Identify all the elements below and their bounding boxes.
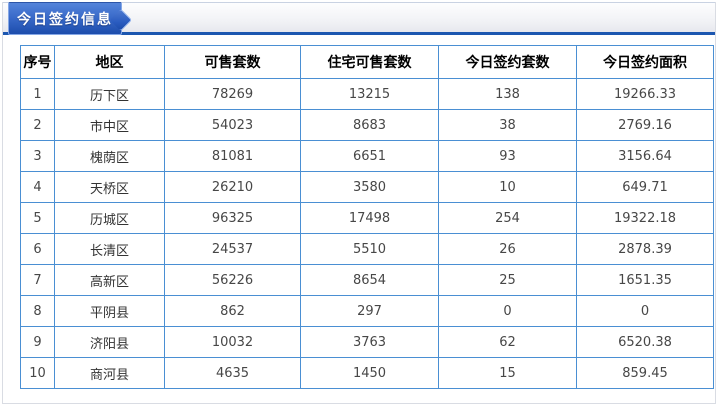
table-row: 9 济阳县 10032 3763 62 6520.38 bbox=[20, 326, 714, 358]
cell-district: 市中区 bbox=[54, 109, 165, 141]
cell-district: 长清区 bbox=[54, 233, 165, 265]
cell-residential-sellable-units: 8654 bbox=[300, 264, 439, 296]
cell-district: 天桥区 bbox=[54, 171, 165, 203]
cell-residential-sellable-units: 3580 bbox=[300, 171, 439, 203]
cell-today-signed-area: 1651.35 bbox=[576, 264, 714, 296]
cell-sellable-units: 56226 bbox=[164, 264, 301, 296]
cell-index: 5 bbox=[20, 202, 55, 234]
header-row: 序号 地区 可售套数 住宅可售套数 今日签约套数 今日签约面积 bbox=[20, 45, 714, 79]
cell-today-signed-units: 25 bbox=[438, 264, 577, 296]
cell-sellable-units: 78269 bbox=[164, 78, 301, 110]
cell-sellable-units: 26210 bbox=[164, 171, 301, 203]
cell-sellable-units: 81081 bbox=[164, 140, 301, 172]
cell-today-signed-units: 15 bbox=[438, 357, 577, 389]
cell-district: 高新区 bbox=[54, 264, 165, 296]
cell-district: 历下区 bbox=[54, 78, 165, 110]
cell-residential-sellable-units: 13215 bbox=[300, 78, 439, 110]
cell-index: 10 bbox=[20, 357, 55, 389]
cell-index: 9 bbox=[20, 326, 55, 358]
cell-sellable-units: 4635 bbox=[164, 357, 301, 389]
cell-today-signed-units: 138 bbox=[438, 78, 577, 110]
column-header-index: 序号 bbox=[20, 45, 55, 79]
table-row: 2 市中区 54023 8683 38 2769.16 bbox=[20, 109, 714, 141]
cell-district: 商河县 bbox=[54, 357, 165, 389]
cell-today-signed-units: 93 bbox=[438, 140, 577, 172]
cell-sellable-units: 96325 bbox=[164, 202, 301, 234]
cell-index: 2 bbox=[20, 109, 55, 141]
cell-today-signed-units: 0 bbox=[438, 295, 577, 327]
tab-label: 今日签约信息 bbox=[17, 11, 113, 28]
cell-today-signed-area: 859.45 bbox=[576, 357, 714, 389]
cell-today-signed-area: 2878.39 bbox=[576, 233, 714, 265]
cell-district: 历城区 bbox=[54, 202, 165, 234]
cell-today-signed-area: 19266.33 bbox=[576, 78, 714, 110]
cell-residential-sellable-units: 17498 bbox=[300, 202, 439, 234]
column-header-district: 地区 bbox=[54, 45, 165, 79]
cell-sellable-units: 862 bbox=[164, 295, 301, 327]
column-header-sellable-units: 可售套数 bbox=[164, 45, 301, 79]
table-row: 3 槐荫区 81081 6651 93 3156.64 bbox=[20, 140, 714, 172]
cell-index: 3 bbox=[20, 140, 55, 172]
cell-sellable-units: 54023 bbox=[164, 109, 301, 141]
cell-residential-sellable-units: 3763 bbox=[300, 326, 439, 358]
cell-today-signed-area: 649.71 bbox=[576, 171, 714, 203]
tab-arrow-icon bbox=[109, 8, 133, 32]
cell-index: 1 bbox=[20, 78, 55, 110]
cell-district: 济阳县 bbox=[54, 326, 165, 358]
table-row: 6 长清区 24537 5510 26 2878.39 bbox=[20, 233, 714, 265]
cell-today-signed-area: 6520.38 bbox=[576, 326, 714, 358]
table-row: 4 天桥区 26210 3580 10 649.71 bbox=[20, 171, 714, 203]
tab-today-signing-info[interactable]: 今日签约信息 bbox=[8, 2, 133, 35]
table-row: 10 商河县 4635 1450 15 859.45 bbox=[20, 357, 714, 389]
cell-residential-sellable-units: 297 bbox=[300, 295, 439, 327]
signing-info-table: 序号 地区 可售套数 住宅可售套数 今日签约套数 今日签约面积 1 历下区 78269 1321… bbox=[20, 45, 714, 389]
cell-today-signed-area: 3156.64 bbox=[576, 140, 714, 172]
cell-today-signed-units: 62 bbox=[438, 326, 577, 358]
cell-sellable-units: 24537 bbox=[164, 233, 301, 265]
cell-index: 8 bbox=[20, 295, 55, 327]
cell-index: 7 bbox=[20, 264, 55, 296]
table-row: 5 历城区 96325 17498 254 19322.18 bbox=[20, 202, 714, 234]
cell-index: 4 bbox=[20, 171, 55, 203]
today-signing-panel: 今日签约信息 序号 地区 可售套数 住宅可售套数 今日签约套数 今日签约面积 1 历下区 78… bbox=[2, 2, 716, 404]
cell-today-signed-area: 0 bbox=[576, 295, 714, 327]
column-header-today-signed-units: 今日签约套数 bbox=[438, 45, 577, 79]
table-header: 序号 地区 可售套数 住宅可售套数 今日签约套数 今日签约面积 bbox=[20, 45, 714, 79]
cell-residential-sellable-units: 8683 bbox=[300, 109, 439, 141]
cell-sellable-units: 10032 bbox=[164, 326, 301, 358]
cell-today-signed-area: 2769.16 bbox=[576, 109, 714, 141]
table-row: 8 平阴县 862 297 0 0 bbox=[20, 295, 714, 327]
cell-district: 平阴县 bbox=[54, 295, 165, 327]
cell-today-signed-units: 26 bbox=[438, 233, 577, 265]
table-row: 1 历下区 78269 13215 138 19266.33 bbox=[20, 78, 714, 110]
cell-today-signed-units: 10 bbox=[438, 171, 577, 203]
cell-index: 6 bbox=[20, 233, 55, 265]
cell-today-signed-units: 254 bbox=[438, 202, 577, 234]
column-header-residential-sellable-units: 住宅可售套数 bbox=[300, 45, 439, 79]
cell-residential-sellable-units: 1450 bbox=[300, 357, 439, 389]
cell-residential-sellable-units: 5510 bbox=[300, 233, 439, 265]
panel-header: 今日签约信息 bbox=[3, 2, 715, 35]
column-header-today-signed-area: 今日签约面积 bbox=[576, 45, 714, 79]
table-row: 7 高新区 56226 8654 25 1651.35 bbox=[20, 264, 714, 296]
table-body: 1 历下区 78269 13215 138 19266.33 2 市中区 54023 8683 38… bbox=[20, 78, 714, 389]
cell-today-signed-area: 19322.18 bbox=[576, 202, 714, 234]
cell-today-signed-units: 38 bbox=[438, 109, 577, 141]
cell-district: 槐荫区 bbox=[54, 140, 165, 172]
cell-residential-sellable-units: 6651 bbox=[300, 140, 439, 172]
